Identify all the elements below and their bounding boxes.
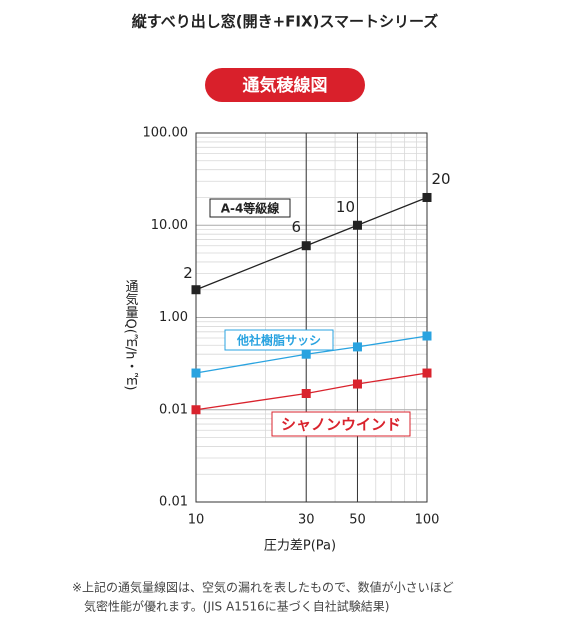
marker: [191, 285, 201, 295]
marker: [191, 405, 201, 415]
x-axis-label: 圧力差P(Pa): [264, 539, 336, 554]
data-label: 20: [431, 170, 450, 188]
chart-title: 通気稜線図: [243, 75, 328, 96]
data-label: 2: [183, 264, 193, 282]
series-line: [195, 196, 428, 291]
series-label: シャノンウインド: [281, 416, 401, 434]
data-label: 10: [336, 198, 355, 216]
marker: [352, 342, 362, 352]
series-line: [195, 335, 428, 374]
note: ※上記の通気量線図は、空気の漏れを表したもので、数値が小さいほど: [72, 580, 454, 595]
y-tick-label: 100.00: [143, 126, 189, 141]
marker: [422, 192, 432, 202]
y-tick-label: 0.01: [159, 495, 188, 510]
marker: [301, 349, 311, 359]
series-label-box: [224, 329, 334, 351]
note: 気密性能が優れます。(JIS A1516に基づく自社試験結果): [84, 599, 389, 614]
series-label: A-4等級線: [221, 201, 280, 216]
marker: [301, 241, 311, 251]
series-label: 他社樹脂サッシ: [236, 333, 321, 348]
data-label: 6: [291, 218, 301, 236]
marker: [422, 368, 432, 378]
marker: [191, 368, 201, 378]
y-axis-label: 通気量Q(㎥/h・㎡): [123, 280, 139, 391]
y-tick-label: 0.01: [159, 402, 188, 417]
x-tick-label: 100: [415, 513, 440, 528]
series-line: [195, 372, 428, 411]
marker: [301, 389, 311, 399]
series-label-box: [209, 198, 291, 218]
page-title: 縦すべり出し窓(開き+FIX)スマートシリーズ: [132, 13, 438, 31]
marker: [422, 331, 432, 341]
x-tick-label: 10: [188, 513, 205, 528]
x-tick-label: 50: [349, 513, 366, 528]
x-tick-label: 30: [298, 513, 315, 528]
series-label-box: [271, 411, 411, 437]
y-tick-label: 10.00: [151, 218, 188, 233]
marker: [352, 379, 362, 389]
y-tick-label: 1.00: [159, 310, 188, 325]
plot-frame: [195, 132, 428, 503]
marker: [352, 220, 362, 230]
title-pill: [205, 68, 365, 102]
